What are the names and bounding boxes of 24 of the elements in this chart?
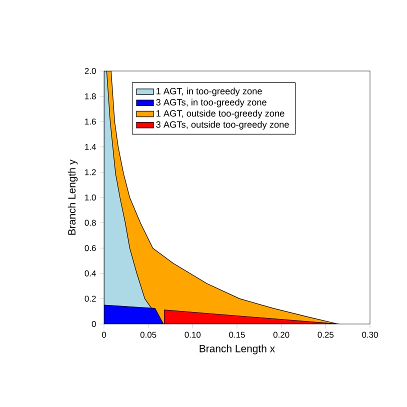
legend-label: 3 AGTs, outside too-greedy zone (156, 121, 289, 130)
y-tick-label: 0.8 (84, 220, 96, 226)
y-tick-label: 1.2 (85, 169, 96, 176)
x-tick-label: 0.15 (229, 332, 245, 338)
x-tick-label: 0.20 (273, 332, 290, 338)
x-tick-label: 0.30 (362, 332, 378, 338)
y-tick-label: 1.6 (85, 118, 96, 125)
y-tick-label: 0.2 (84, 296, 96, 302)
legend-label: 1 AGT, in too-greedy zone (156, 88, 262, 96)
y-tick-label: 0.4 (84, 270, 96, 276)
x-axis-title: Branch Length x (200, 344, 275, 354)
x-tick-label: 0.05 (140, 332, 156, 338)
legend-label: 3 AGTs, in too-greedy zone (156, 98, 266, 108)
x-tick-label: 0 (102, 332, 106, 338)
y-axis-title: Branch Length y (68, 159, 78, 235)
y-tick-label: 1.8 (85, 93, 96, 100)
y-tick-label: 1.4 (85, 144, 96, 150)
y-tick-label: 0.6 (84, 245, 96, 252)
y-tick-label: 0 (92, 321, 96, 327)
y-tick-label: 1.0 (85, 194, 96, 200)
y-tick-label: 2.0 (84, 68, 96, 74)
legend-label: 1 AGT, outside too-greedy zone (156, 110, 284, 118)
x-tick-label: 0.25 (318, 332, 334, 338)
x-tick-label: 0.10 (184, 332, 201, 338)
